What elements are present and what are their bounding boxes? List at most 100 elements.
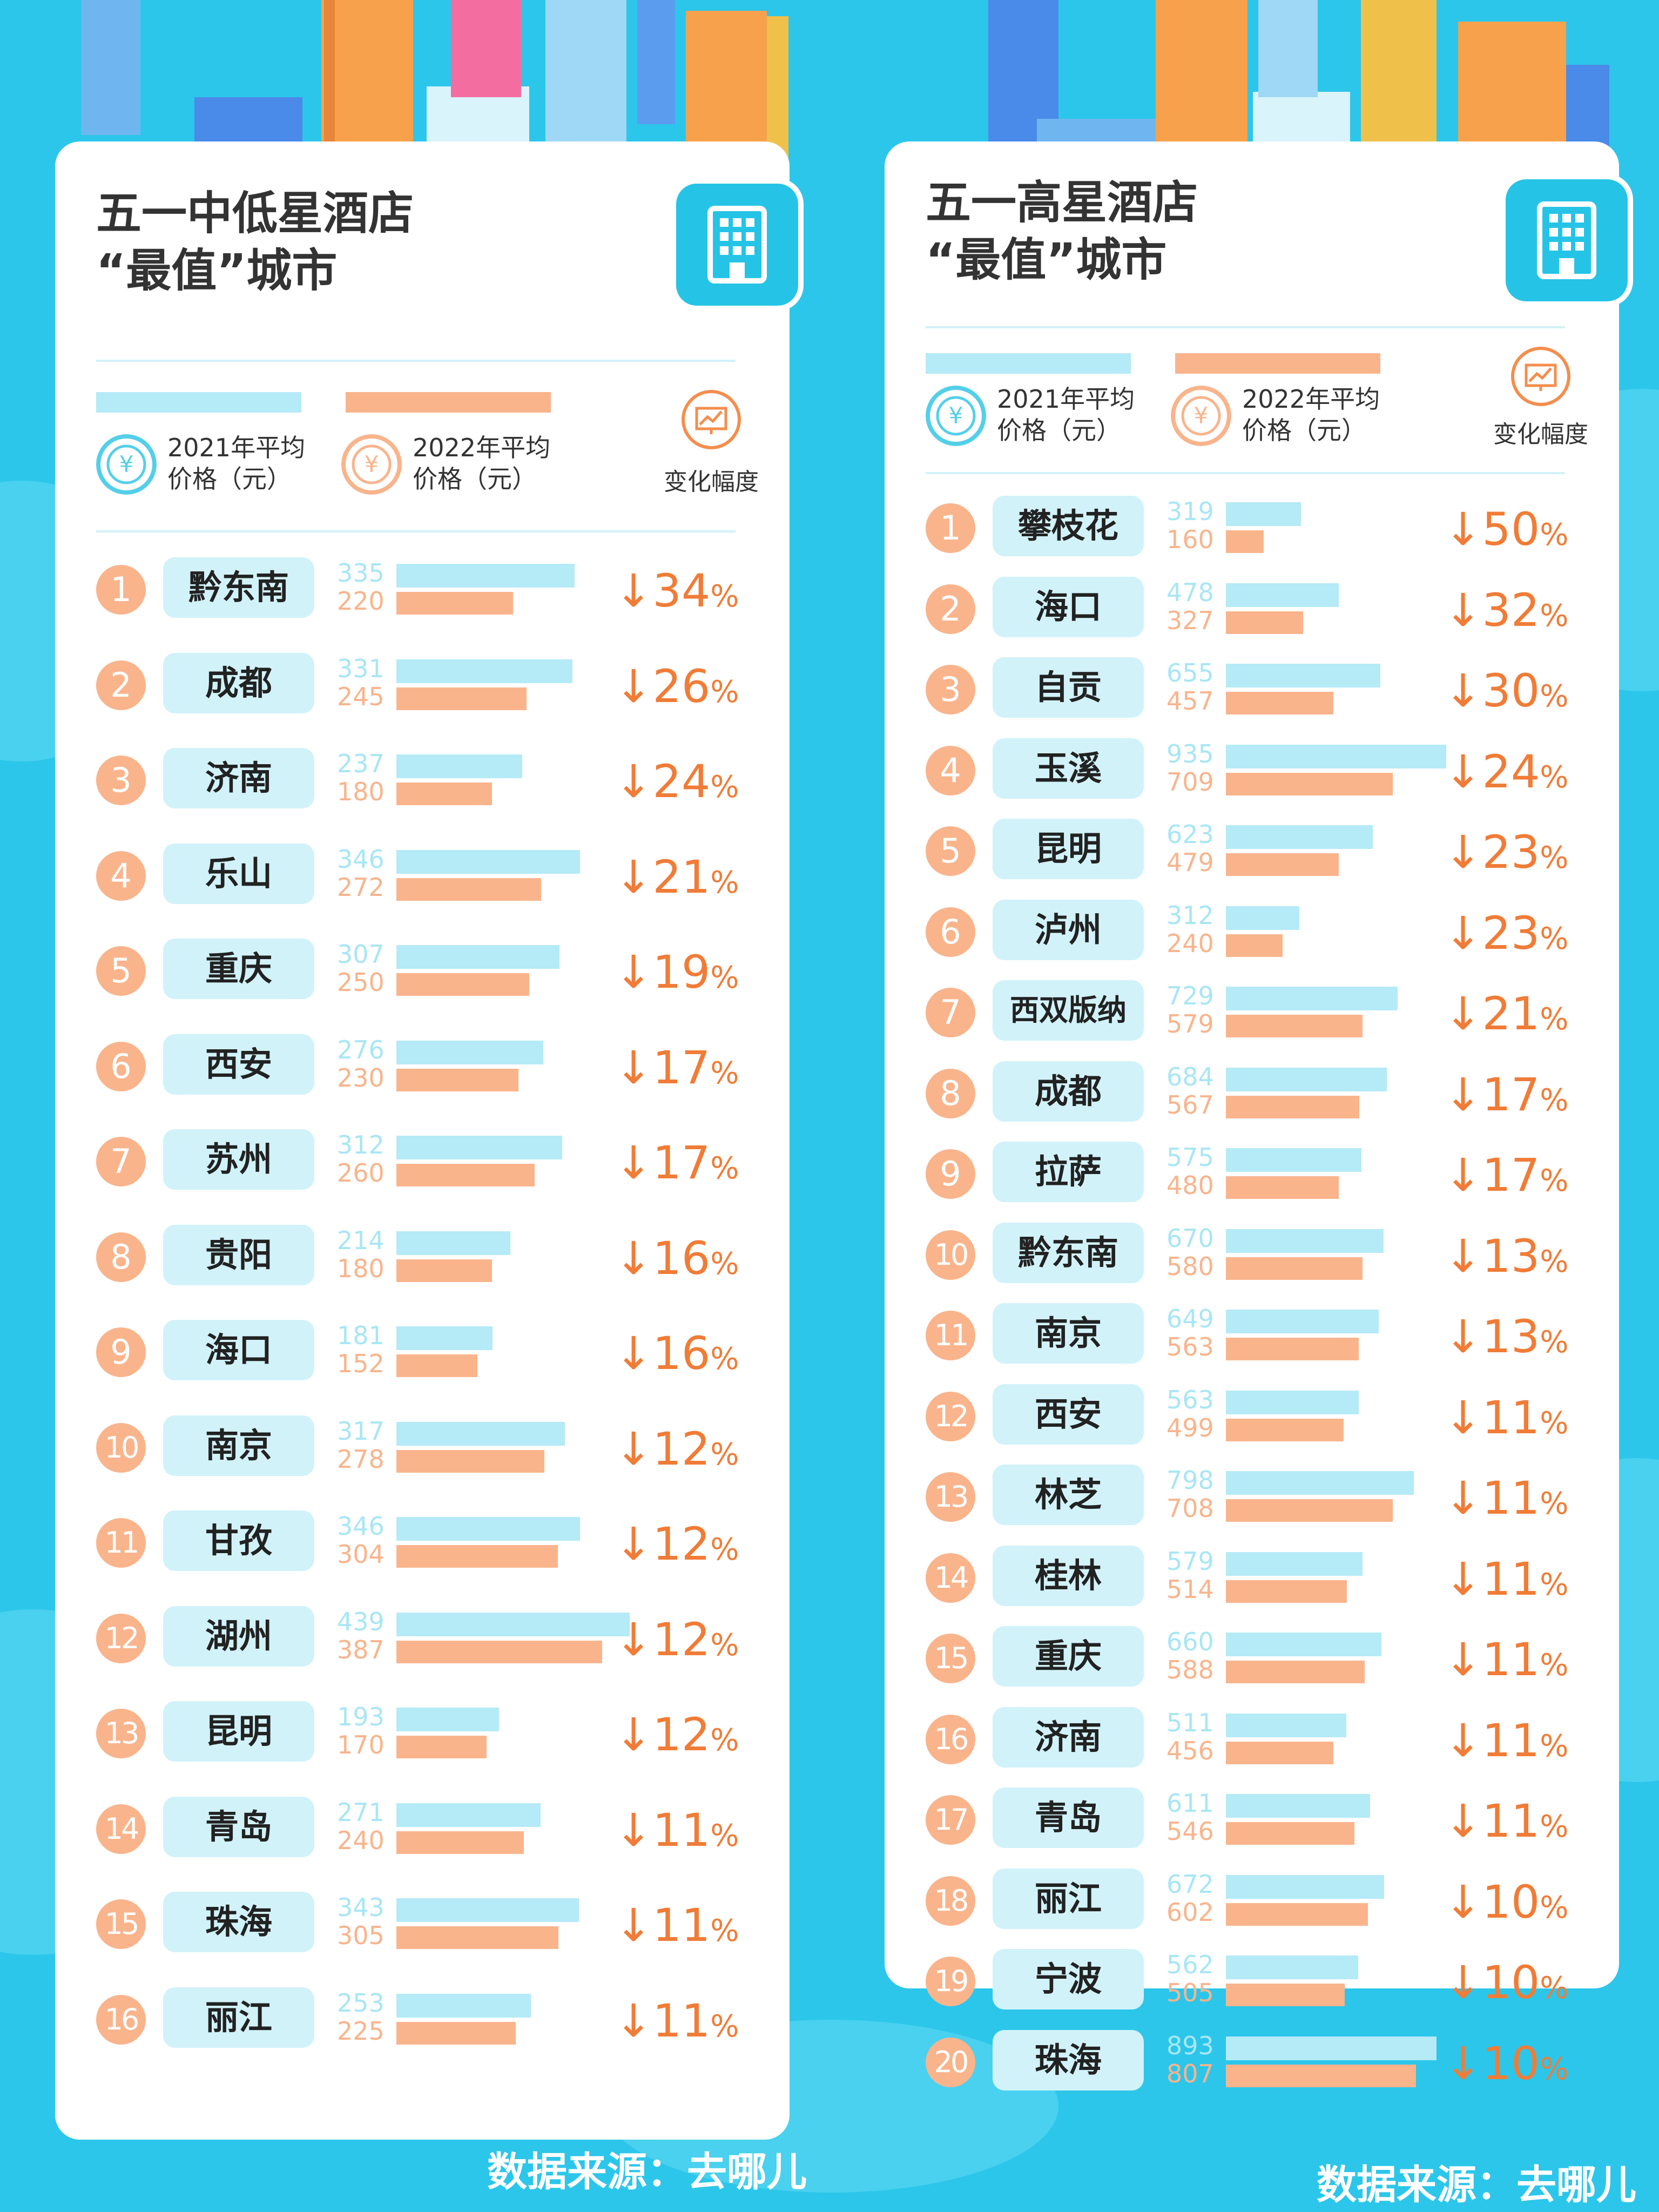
- city-label: 丽江: [993, 1868, 1144, 1929]
- data-source-left: 数据来源：去哪儿: [487, 2149, 807, 2195]
- rank-badge: 18: [926, 1876, 975, 1926]
- panel-title: 五一中低星酒店 “最值”城市: [96, 187, 414, 297]
- value-2021: 271: [337, 1797, 385, 1827]
- legend-divider: [96, 530, 736, 532]
- change-percent: ↓11%: [615, 1803, 739, 1857]
- rank-badge: 4: [96, 851, 146, 901]
- hotel-building-icon: [707, 206, 767, 284]
- value-2022: 807: [1166, 2059, 1214, 2088]
- value-2021: 343: [337, 1893, 385, 1922]
- bar-2021: [396, 1612, 630, 1636]
- city-label: 青岛: [163, 1796, 314, 1857]
- change-percent: ↓26%: [615, 659, 739, 713]
- value-2021: 729: [1166, 981, 1214, 1010]
- legend-change-label: 变化幅度: [1493, 421, 1588, 448]
- value-2022: 588: [1166, 1655, 1214, 1684]
- value-2022: 250: [337, 968, 385, 997]
- bar-2022: [1226, 611, 1303, 634]
- rank-badge: 16: [96, 1994, 146, 2045]
- city-label: 拉萨: [993, 1142, 1144, 1202]
- city-label: 湖州: [163, 1606, 314, 1667]
- city-label: 林芝: [993, 1465, 1144, 1525]
- bar-2022: [1226, 1176, 1339, 1199]
- value-2022: 708: [1166, 1494, 1214, 1523]
- change-percent: ↓11%: [1444, 1795, 1569, 1847]
- value-2022: 567: [1166, 1090, 1214, 1120]
- change-percent: ↓13%: [1444, 1229, 1569, 1283]
- value-2021: 660: [1166, 1627, 1214, 1656]
- value-2021: 317: [337, 1416, 385, 1446]
- table-row: 3 自贡 655 457 ↓30%: [885, 657, 1619, 727]
- change-percent: ↓50%: [1444, 503, 1569, 556]
- city-label: 西安: [163, 1034, 314, 1095]
- city-label: 西安: [993, 1384, 1144, 1445]
- bar-2022: [396, 878, 541, 901]
- table-row: 16 济南 511 456 ↓11%: [885, 1707, 1619, 1777]
- rank-badge: 17: [926, 1795, 975, 1845]
- table-row: 20 珠海 893 807 ↓10%: [885, 2029, 1619, 2100]
- table-row: 9 海口 181 152 ↓16%: [55, 1320, 790, 1390]
- change-percent: ↓11%: [1444, 1391, 1569, 1444]
- value-2021: 562: [1166, 1950, 1214, 1979]
- rank-badge: 1: [926, 503, 975, 553]
- legend-label-2021: 2021年平均 价格（元）: [167, 433, 306, 494]
- bar-2021: [396, 1040, 543, 1064]
- bar-2022: [1226, 1418, 1344, 1441]
- bar-2021: [396, 659, 572, 683]
- rank-badge: 7: [926, 988, 975, 1037]
- city-label: 贵阳: [163, 1224, 314, 1285]
- table-row: 4 玉溪 935 709 ↓24%: [885, 738, 1619, 808]
- change-percent: ↓11%: [615, 1899, 739, 1952]
- table-row: 2 海口 478 327 ↓32%: [885, 576, 1619, 647]
- bar-2021: [396, 564, 575, 588]
- table-row: 12 湖州 439 387 ↓12%: [55, 1606, 790, 1676]
- panel-title: 五一高星酒店 “最值”城市: [926, 176, 1198, 286]
- value-2021: 181: [337, 1321, 385, 1350]
- change-percent: ↓12%: [615, 1613, 739, 1666]
- change-percent: ↓10%: [1444, 1875, 1569, 1928]
- bar-2022: [396, 1926, 558, 1949]
- rank-badge: 2: [96, 660, 146, 710]
- change-percent: ↓11%: [615, 1994, 739, 2047]
- table-row: 8 成都 684 567 ↓17%: [885, 1061, 1619, 1131]
- value-2022: 602: [1166, 1897, 1214, 1927]
- value-2021: 670: [1166, 1223, 1214, 1253]
- value-2022: 180: [337, 1253, 385, 1283]
- bar-2021: [1226, 502, 1301, 526]
- table-row: 18 丽江 672 602 ↓10%: [885, 1868, 1619, 1939]
- value-2021: 798: [1166, 1466, 1214, 1495]
- rank-badge: 10: [926, 1230, 975, 1280]
- change-percent: ↓16%: [615, 1327, 739, 1380]
- bar-2022: [1226, 1499, 1393, 1522]
- table-row: 14 桂林 579 514 ↓11%: [885, 1545, 1619, 1616]
- bar-2022: [396, 1831, 524, 1854]
- table-row: 1 攀枝花 319 160 ↓50%: [885, 496, 1619, 566]
- city-label: 乐山: [163, 843, 314, 904]
- rank-badge: 19: [926, 1957, 975, 2006]
- table-row: 13 昆明 193 170 ↓12%: [55, 1701, 790, 1771]
- legend-label-2022: 2022年平均 价格（元）: [1242, 385, 1380, 445]
- value-2022: 387: [337, 1635, 385, 1664]
- bar-2021: [396, 1326, 493, 1350]
- table-row: 15 珠海 343 305 ↓11%: [55, 1892, 790, 1962]
- title-divider: [926, 326, 1565, 328]
- bar-2021: [396, 754, 522, 778]
- change-percent: ↓10%: [1444, 1956, 1569, 2009]
- value-2021: 684: [1166, 1062, 1214, 1091]
- bar-2022: [396, 1449, 544, 1473]
- bar-2022: [396, 1259, 492, 1282]
- legend-swatch-2021: [926, 353, 1131, 374]
- city-label: 桂林: [993, 1545, 1144, 1606]
- bar-2022: [396, 2021, 516, 2045]
- bar-2022: [396, 1736, 487, 1758]
- table-row: 1 黔东南 335 220 ↓34%: [55, 557, 790, 628]
- legend-divider: [926, 472, 1565, 474]
- value-2021: 312: [1166, 900, 1214, 930]
- table-row: 16 丽江 253 225 ↓11%: [55, 1987, 790, 2058]
- city-label: 黔东南: [163, 557, 314, 618]
- rank-badge: 13: [96, 1709, 146, 1758]
- value-2021: 579: [1166, 1546, 1214, 1576]
- value-2021: 655: [1166, 658, 1214, 687]
- bar-2021: [1226, 1794, 1370, 1818]
- city-label: 海口: [993, 576, 1144, 637]
